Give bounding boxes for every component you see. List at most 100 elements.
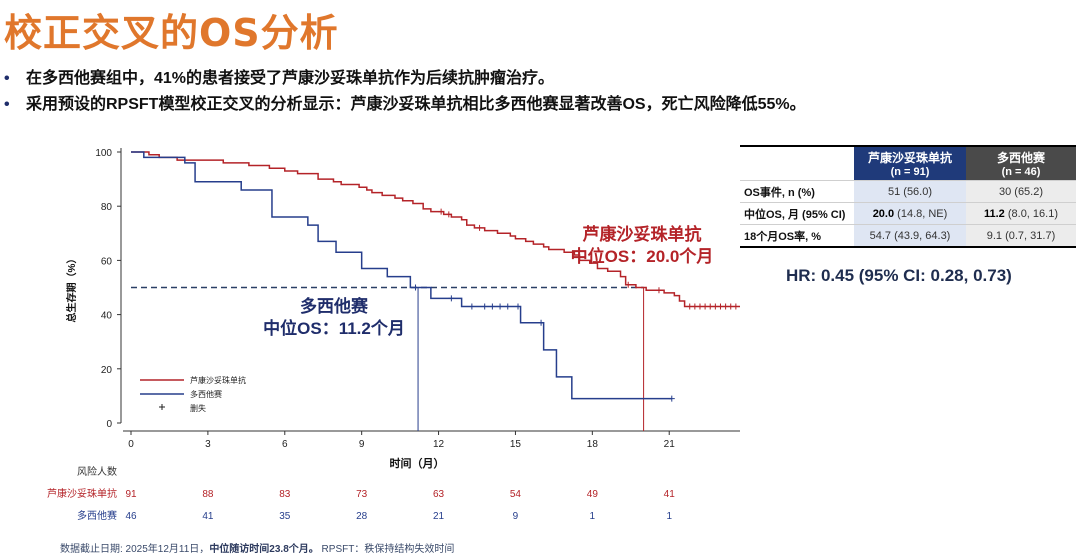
bullet-text: 在多西他赛组中，41%的患者接受了芦康沙妥珠单抗作为后续抗肿瘤治疗。: [26, 70, 555, 87]
table-header-arm1-n: (n = 91): [890, 166, 930, 178]
x-tick-label: 18: [587, 439, 599, 450]
risk-row-name: 芦康沙妥珠单抗: [47, 487, 117, 500]
risk-value: 21: [433, 511, 445, 522]
censor-mark: [691, 303, 698, 310]
survival-curve-1: [131, 151, 740, 308]
annotation-arm1-name: 芦康沙妥珠单抗: [583, 224, 702, 244]
y-tick-label: 20: [101, 365, 113, 376]
cell-text: (8.0, 16.1): [1004, 207, 1058, 220]
censor-mark: [727, 303, 734, 310]
risk-value: 73: [356, 489, 368, 500]
risk-value: 9: [513, 511, 519, 522]
y-axis-label: 总生存期（%）: [65, 254, 78, 323]
censor-mark: [412, 284, 419, 291]
risk-value: 28: [356, 511, 368, 522]
annotation-arm2-median: 中位OS：11.2个月: [263, 318, 405, 338]
x-tick-label: 3: [205, 439, 211, 450]
table-header-blank: [740, 145, 854, 181]
risk-value: 41: [202, 511, 214, 522]
bullet-text: 采用预设的RPSFT模型校正交叉的分析显示：芦康沙妥珠单抗相比多西他赛显著改善O…: [26, 96, 806, 113]
annotation-arm1-median: 中位OS：20.0个月: [571, 246, 714, 266]
table-header-row: 芦康沙妥珠单抗 (n = 91) 多西他赛 (n = 46): [740, 145, 1076, 181]
table-header-arm2-name: 多西他赛: [996, 151, 1045, 165]
censor-mark: [668, 395, 675, 402]
cell-text: (14.8, NE): [894, 207, 948, 220]
risk-value: 41: [664, 489, 676, 500]
censor-mark: [481, 303, 488, 310]
y-tick-label: 0: [106, 419, 112, 430]
footnote: 数据截止日期: 2025年12月11日，中位随访时间23.8个月。 RPSFT：…: [60, 540, 454, 555]
x-tick-label: 6: [282, 439, 288, 450]
footnote-suffix: RPSFT：秩保持结构失效时间: [318, 544, 455, 555]
footnote-bold: 中位随访时间23.8个月。: [209, 544, 319, 555]
legend-label-arm1: 芦康沙妥珠单抗: [190, 375, 246, 385]
censor-mark: [476, 224, 483, 231]
survival-curves: [131, 151, 740, 431]
censor-mark: [696, 303, 703, 310]
censor-mark: [468, 303, 475, 310]
censor-mark: [707, 303, 714, 310]
risk-value: 46: [125, 511, 137, 522]
chart-axes: 0204060801000369121518212427时间（月）总生存期（%）: [65, 148, 740, 470]
censor-mark: [504, 303, 511, 310]
x-axis-label: 时间（月）: [390, 456, 445, 470]
risk-row-name: 多西他赛: [77, 509, 117, 522]
cell-text: 9.1 (0.7, 31.7): [986, 229, 1056, 242]
km-chart: 0204060801000369121518212427时间（月）总生存期（%）…: [47, 148, 740, 522]
legend-label-censor: 删失: [190, 403, 206, 413]
table-header-arm1-name: 芦康沙妥珠单抗: [867, 151, 952, 165]
survival-curve-2: [131, 151, 672, 400]
censor-mark: [497, 303, 504, 310]
censor-mark: [722, 303, 729, 310]
censor-mark: [438, 208, 445, 215]
censor-mark: [737, 305, 740, 307]
table-row-label: OS事件, n (%): [740, 180, 854, 203]
x-tick-label: 12: [433, 439, 445, 450]
table-row: 中位OS, 月 (95% CI) 20.0 (14.8, NE) 11.2 (8…: [740, 202, 1076, 225]
y-tick-label: 100: [95, 148, 112, 159]
footnote-prefix: 数据截止日期: 2025年12月11日，: [60, 544, 210, 555]
x-tick-label: 15: [510, 439, 522, 450]
table-cell: 30 (65.2): [966, 180, 1076, 203]
risk-value: 83: [279, 489, 291, 500]
risk-value: 91: [125, 489, 137, 500]
risk-value: 1: [590, 511, 596, 522]
x-tick-label: 0: [128, 439, 134, 450]
x-tick-label: 9: [359, 439, 365, 450]
risk-value: 49: [587, 489, 599, 500]
table-row: 18个月OS率, % 54.7 (43.9, 64.3) 9.1 (0.7, 3…: [740, 224, 1076, 248]
hazard-ratio: HR: 0.45 (95% CI: 0.28, 0.73): [786, 266, 1012, 285]
table-cell: 51 (56.0): [854, 180, 966, 203]
censor-mark: [717, 303, 724, 310]
table-cell: 9.1 (0.7, 31.7): [966, 224, 1076, 248]
y-tick-label: 60: [101, 256, 113, 267]
censor-mark: [702, 303, 709, 310]
censor-mark: [445, 211, 452, 218]
annotation-arm2-name: 多西他赛: [300, 296, 369, 316]
bullet-dot-icon: •: [4, 70, 10, 87]
table-header-arm2: 多西他赛 (n = 46): [966, 145, 1076, 181]
cell-text: 51 (56.0): [887, 185, 933, 198]
bullet-list: • 在多西他赛组中，41%的患者接受了芦康沙妥珠单抗作为后续抗肿瘤治疗。 • 采…: [4, 66, 1074, 118]
table-row: OS事件, n (%) 51 (56.0) 30 (65.2): [740, 180, 1076, 203]
censor-mark: [732, 303, 739, 310]
table-cell: 54.7 (43.9, 64.3): [854, 224, 966, 248]
risk-value: 54: [510, 489, 522, 500]
censor-mark: [448, 295, 455, 302]
table-header-arm2-n: (n = 46): [1001, 166, 1041, 178]
table-cell: 20.0 (14.8, NE): [854, 202, 966, 225]
y-tick-label: 40: [101, 311, 113, 322]
censor-mark: [686, 303, 693, 310]
risk-table-label: 风险人数: [77, 465, 117, 478]
cell-text: 30 (65.2): [998, 185, 1044, 198]
bullet-item: • 采用预设的RPSFT模型校正交叉的分析显示：芦康沙妥珠单抗相比多西他赛显著改…: [4, 92, 1074, 118]
bullet-dot-icon: •: [4, 96, 10, 113]
page-title: 校正交叉的OS分析: [4, 11, 339, 55]
legend-label-arm2: 多西他赛: [190, 389, 222, 399]
x-tick-label: 21: [664, 439, 676, 450]
table-row-label: 18个月OS率, %: [740, 224, 854, 248]
table-cell: 11.2 (8.0, 16.1): [966, 202, 1076, 225]
y-tick-label: 80: [101, 202, 113, 213]
censor-mark: [489, 303, 496, 310]
